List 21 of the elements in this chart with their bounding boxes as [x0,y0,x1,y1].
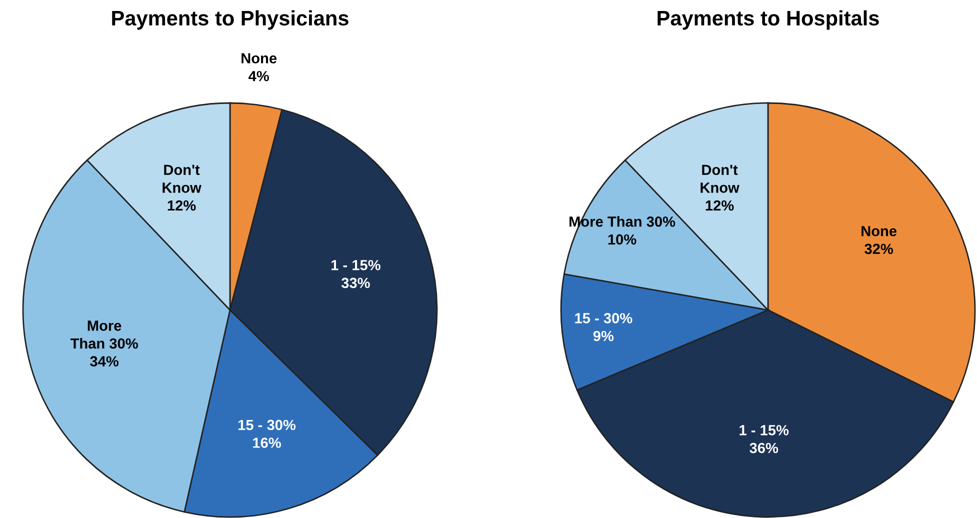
data-label: 4% [248,70,269,82]
slice-label: None [862,226,897,236]
data-label: 32% [864,244,894,254]
data-label: 16% [253,438,281,448]
slice-label: Don't Know [700,164,740,193]
slice-label: Don't Know [162,164,202,193]
slice-label: 15 - 30% [238,420,296,430]
data-label: 36% [750,442,778,454]
data-label: 10% [608,234,636,245]
chart-title: Payments to Hospitals [658,10,879,30]
data-label: 12% [706,200,734,211]
chart-title: Payments to Physicians [112,10,348,30]
slice-label: More Than 30% [70,320,138,349]
slice-label: 1 - 15% [740,425,789,436]
data-label: 33% [341,278,370,288]
slice-label: 15 - 30% [575,313,632,324]
slice-label: 1 - 15% [331,260,380,270]
data-label: 12% [168,200,196,211]
data-label: 9% [593,330,614,342]
data-label: 34% [90,356,119,367]
slice-label: None [242,53,277,64]
